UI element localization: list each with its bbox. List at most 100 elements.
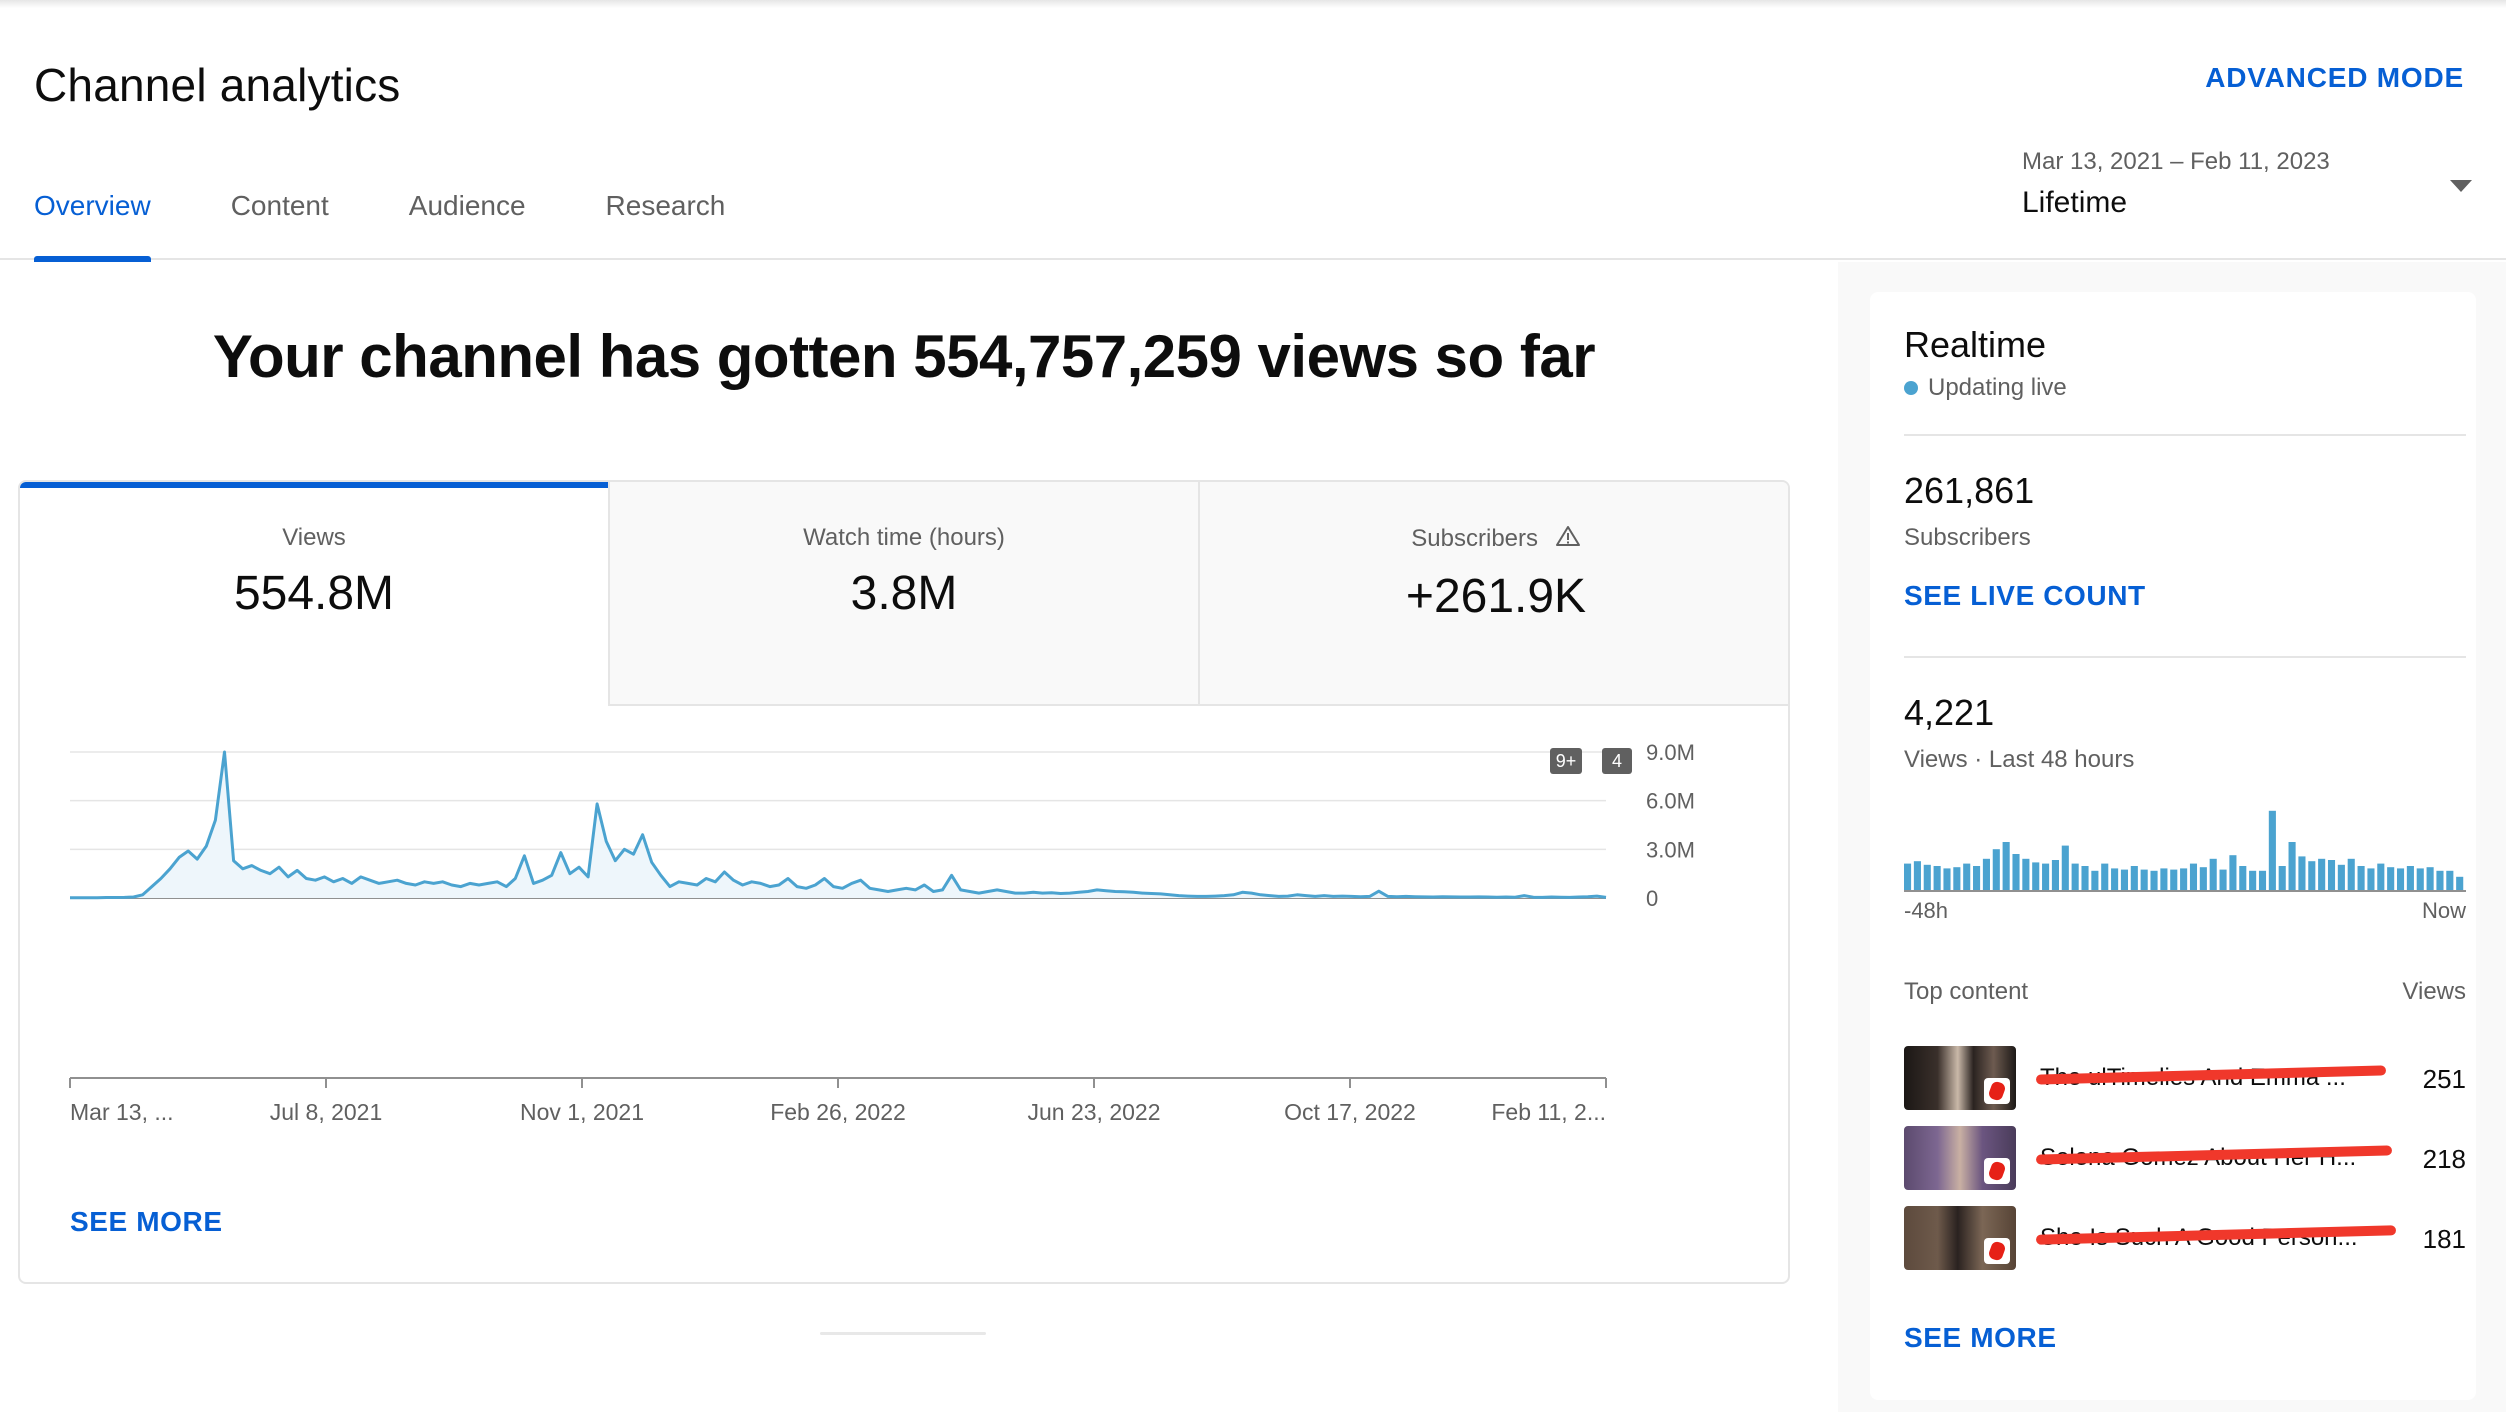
realtime-bar[interactable]: [2209, 858, 2217, 890]
see-more-link[interactable]: SEE MORE: [70, 1206, 223, 1237]
advanced-mode-button[interactable]: ADVANCED MODE: [2205, 62, 2464, 93]
metric-tab-views[interactable]: Views 554.8M: [20, 482, 610, 706]
chart-event-markers[interactable]: 9+ 4: [1550, 748, 1632, 774]
realtime-bar[interactable]: [1923, 864, 1931, 890]
realtime-bar[interactable]: [2111, 868, 2119, 890]
metric-label: Watch time (hours): [803, 524, 1005, 551]
warning-icon: [1555, 524, 1581, 555]
x-tick-label: Feb 26, 2022: [770, 1099, 906, 1125]
realtime-bar[interactable]: [2387, 867, 2395, 890]
realtime-bar[interactable]: [2436, 870, 2444, 890]
realtime-bar[interactable]: [1963, 863, 1971, 890]
marker-badge[interactable]: [1602, 748, 1632, 774]
realtime-bar[interactable]: [1913, 861, 1921, 890]
realtime-bar[interactable]: [1992, 849, 2000, 890]
video-thumbnail: [1904, 1046, 2016, 1110]
realtime-bar[interactable]: [2189, 863, 2198, 890]
realtime-bar[interactable]: [2091, 870, 2099, 890]
metric-label-text: Subscribers: [1411, 524, 1539, 552]
live-status-text: Updating live: [1928, 374, 2067, 401]
realtime-bar[interactable]: [2446, 870, 2454, 890]
realtime-bar[interactable]: [2140, 869, 2148, 890]
realtime-bar[interactable]: [2130, 866, 2138, 890]
realtime-bar[interactable]: [2327, 860, 2336, 890]
realtime-bar[interactable]: [2150, 870, 2158, 890]
realtime-bar[interactable]: [2406, 866, 2414, 890]
realtime-bar[interactable]: [2022, 858, 2030, 890]
top-content-row[interactable]: Selena Gomez About Her H... 218: [1904, 1126, 2466, 1190]
realtime-bar[interactable]: [2081, 866, 2089, 890]
metric-label: Views: [282, 524, 346, 551]
realtime-bar[interactable]: [2347, 858, 2355, 890]
tab-content[interactable]: Content: [230, 190, 329, 221]
x-tick-label: Nov 1, 2021: [520, 1099, 644, 1125]
realtime-bar[interactable]: [2239, 866, 2247, 890]
realtime-bar[interactable]: [2051, 860, 2059, 890]
realtime-bar[interactable]: [2426, 867, 2434, 890]
realtime-bar[interactable]: [2199, 867, 2207, 890]
realtime-bar[interactable]: [2160, 868, 2168, 890]
tab-research[interactable]: Research: [605, 190, 726, 221]
x-tick-label: Mar 13, ...: [70, 1099, 174, 1125]
realtime-bar[interactable]: [2337, 864, 2345, 890]
y-tick-label: 0: [1646, 886, 1658, 911]
realtime-bar[interactable]: [1933, 866, 1941, 890]
realtime-bar[interactable]: [2120, 869, 2129, 890]
realtime-bar[interactable]: [2416, 868, 2424, 890]
realtime-bar[interactable]: [2170, 869, 2178, 890]
realtime-bar[interactable]: [1982, 858, 1990, 890]
top-content-row[interactable]: The ulTimelies And Emma ... 251: [1904, 1046, 2466, 1110]
top-content-row[interactable]: She Is Such A Good Person... 181: [1904, 1206, 2466, 1270]
spark-axis-end: Now: [2421, 898, 2466, 923]
marker-badge[interactable]: [1550, 748, 1582, 774]
realtime-bar[interactable]: [2061, 845, 2069, 890]
realtime-bar[interactable]: [2258, 870, 2267, 890]
tab-overview[interactable]: Overview: [34, 190, 151, 262]
realtime-bar[interactable]: [2298, 856, 2306, 890]
realtime-bar[interactable]: [1904, 863, 1912, 890]
video-views: 251: [2422, 1064, 2466, 1094]
realtime-bar[interactable]: [2396, 868, 2405, 890]
realtime-bar[interactable]: [2377, 863, 2385, 890]
realtime-bar[interactable]: [2249, 870, 2257, 890]
realtime-bar[interactable]: [2278, 866, 2286, 890]
realtime-bar[interactable]: [2357, 866, 2365, 890]
realtime-bar[interactable]: [1973, 866, 1981, 890]
realtime-bar[interactable]: [2032, 862, 2040, 890]
tab-audience[interactable]: Audience: [408, 190, 526, 221]
realtime-card: Realtime Updating live 261,861 Subscribe…: [1870, 292, 2476, 1400]
y-tick-label: 6.0M: [1646, 789, 1695, 814]
realtime-bar[interactable]: [2229, 855, 2237, 890]
realtime-bar[interactable]: [2101, 863, 2109, 890]
realtime-views-bar-chart[interactable]: [1904, 804, 2466, 894]
spark-axis-start: -48h: [1904, 898, 1949, 923]
date-range-text: Mar 13, 2021 – Feb 11, 2023: [2022, 148, 2330, 175]
date-range-picker[interactable]: Mar 13, 2021 – Feb 11, 2023 Lifetime: [2022, 148, 2472, 228]
metric-tab-watch-time[interactable]: Watch time (hours) 3.8M: [610, 482, 1200, 706]
realtime-bar[interactable]: [2002, 842, 2010, 890]
realtime-bar[interactable]: [2318, 858, 2326, 890]
realtime-bar[interactable]: [1953, 867, 1961, 890]
realtime-bar[interactable]: [2219, 869, 2227, 890]
see-live-count-link[interactable]: SEE LIVE COUNT: [1904, 580, 2146, 611]
realtime-bar[interactable]: [2268, 810, 2276, 890]
dropdown-caret-icon: [2450, 180, 2472, 192]
realtime-bar[interactable]: [1943, 868, 1951, 890]
realtime-bar[interactable]: [2180, 868, 2188, 890]
subscriber-count: 261,861: [1904, 470, 2035, 511]
realtime-bar[interactable]: [2042, 863, 2050, 890]
realtime-bar[interactable]: [2456, 876, 2464, 890]
realtime-bar[interactable]: [2288, 842, 2296, 890]
see-more-realtime-link[interactable]: SEE MORE: [1904, 1322, 2057, 1353]
analytics-header: Channel analytics ADVANCED MODE Overview…: [0, 0, 2506, 262]
realtime-bar[interactable]: [2012, 854, 2020, 890]
x-tick-label: Jul 8, 2021: [270, 1099, 383, 1125]
scroll-indicator: [820, 1332, 986, 1335]
views-line-chart[interactable]: 9.0M 6.0M 3.0M 0 Mar 13, ... Jul 8, 2021 Nov …: [20, 732, 1790, 1142]
metric-label: Subscribers: [1200, 524, 1788, 555]
realtime-bar[interactable]: [2367, 868, 2375, 890]
realtime-bar[interactable]: [2071, 863, 2079, 890]
views-column-label: Views: [2402, 978, 2466, 1005]
realtime-bar[interactable]: [2308, 861, 2316, 890]
metric-tab-subscribers[interactable]: Subscribers +261.9K: [1200, 482, 1788, 706]
